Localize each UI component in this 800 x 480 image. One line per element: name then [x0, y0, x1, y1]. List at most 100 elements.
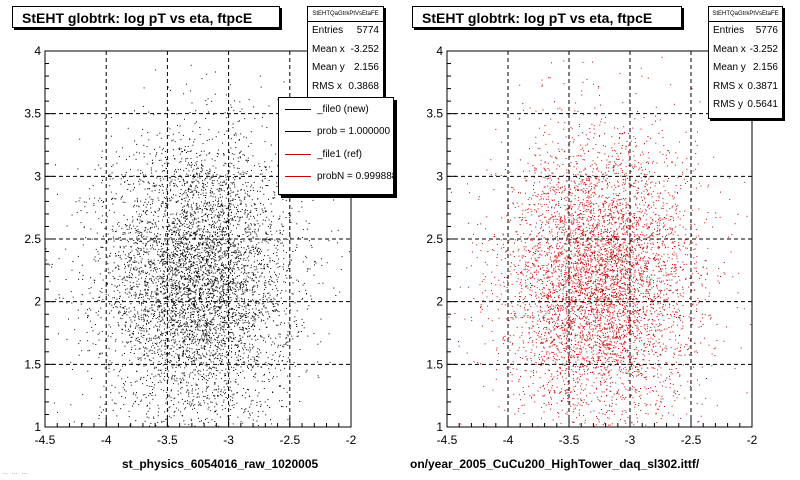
- scatter-point: [89, 349, 91, 351]
- scatter-point: [237, 267, 239, 269]
- scatter-point: [231, 344, 233, 346]
- scatter-point: [218, 388, 220, 390]
- scatter-point: [184, 344, 186, 346]
- scatter-point: [193, 321, 195, 323]
- scatter-point: [218, 256, 220, 258]
- scatter-point: [138, 248, 140, 250]
- scatter-point: [85, 237, 87, 239]
- scatter-point: [182, 308, 184, 310]
- scatter-point: [139, 256, 141, 257]
- scatter-point: [273, 253, 274, 254]
- scatter-point: [290, 325, 292, 327]
- scatter-point: [240, 329, 242, 331]
- scatter-point: [223, 331, 225, 333]
- scatter-point: [184, 263, 186, 265]
- scatter-point: [209, 323, 211, 325]
- scatter-point: [157, 329, 158, 331]
- scatter-point: [123, 214, 125, 216]
- scatter-point: [133, 294, 135, 296]
- scatter-point: [181, 271, 183, 273]
- scatter-point: [181, 398, 183, 400]
- scatter-point: [152, 295, 154, 297]
- scatter-point: [202, 182, 203, 184]
- scatter-point: [217, 314, 218, 315]
- scatter-point: [173, 378, 175, 380]
- scatter-point: [254, 253, 256, 255]
- scatter-point: [123, 246, 125, 248]
- scatter-point: [207, 343, 209, 345]
- scatter-point: [209, 201, 210, 203]
- scatter-point: [196, 233, 198, 235]
- scatter-point: [115, 255, 117, 257]
- scatter-point: [121, 315, 123, 316]
- scatter-point: [161, 153, 163, 155]
- scatter-point: [181, 325, 182, 327]
- scatter-point: [188, 284, 189, 286]
- scatter-point: [191, 277, 193, 279]
- scatter-point: [223, 330, 225, 332]
- scatter-point: [153, 376, 155, 378]
- scatter-point: [94, 256, 96, 258]
- scatter-point: [224, 408, 226, 409]
- scatter-point: [51, 266, 53, 268]
- scatter-point: [277, 262, 279, 264]
- scatter-point: [214, 263, 216, 265]
- scatter-point: [245, 203, 247, 205]
- scatter-point: [167, 379, 169, 381]
- scatter-point: [196, 304, 198, 306]
- scatter-point: [139, 231, 141, 233]
- scatter-point: [328, 333, 330, 335]
- scatter-point: [169, 319, 171, 321]
- scatter-point: [143, 156, 145, 158]
- scatter-point: [148, 240, 150, 242]
- scatter-point: [234, 100, 236, 102]
- scatter-point: [168, 407, 170, 409]
- scatter-point: [213, 358, 215, 360]
- scatter-point: [248, 367, 249, 369]
- scatter-point: [189, 221, 190, 223]
- scatter-point: [260, 336, 262, 338]
- scatter-point: [237, 297, 239, 299]
- scatter-point: [198, 192, 200, 193]
- scatter-point: [290, 221, 292, 223]
- scatter-point: [125, 289, 126, 291]
- scatter-point: [130, 341, 131, 343]
- scatter-point: [131, 295, 132, 297]
- scatter-point: [211, 401, 213, 403]
- scatter-point: [219, 362, 221, 364]
- scatter-point: [206, 397, 208, 399]
- scatter-point: [222, 391, 224, 393]
- scatter-point: [157, 233, 159, 234]
- scatter-point: [207, 209, 209, 211]
- scatter-point: [234, 312, 236, 314]
- scatter-point: [179, 161, 181, 163]
- scatter-point: [176, 329, 178, 331]
- scatter-point: [196, 324, 198, 326]
- scatter-point: [55, 164, 56, 166]
- scatter-point: [209, 208, 211, 210]
- scatter-point: [162, 332, 164, 334]
- scatter-point: [256, 235, 258, 237]
- scatter-point: [261, 263, 262, 265]
- scatter-point: [195, 335, 197, 337]
- scatter-point: [160, 286, 162, 288]
- scatter-point: [153, 387, 155, 389]
- scatter-point: [167, 339, 169, 341]
- scatter-point: [257, 284, 259, 286]
- scatter-point: [179, 213, 181, 215]
- scatter-point: [146, 248, 148, 250]
- scatter-point: [193, 360, 195, 362]
- scatter-point: [210, 373, 212, 375]
- scatter-point: [266, 364, 268, 366]
- scatter-point: [186, 350, 188, 352]
- scatter-point: [217, 337, 219, 339]
- scatter-point: [120, 408, 122, 410]
- scatter-point: [215, 254, 217, 256]
- scatter-point: [285, 274, 287, 276]
- scatter-point: [285, 199, 287, 201]
- scatter-point: [259, 75, 261, 77]
- scatter-point: [230, 246, 232, 247]
- scatter-point: [245, 231, 247, 233]
- scatter-point: [192, 130, 194, 132]
- scatter-point: [221, 296, 223, 298]
